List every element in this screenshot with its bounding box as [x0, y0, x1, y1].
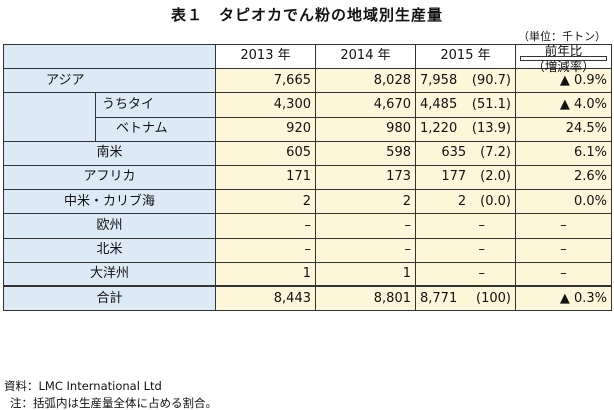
value-2015: 635: [441, 145, 467, 161]
total-2015: 8,771: [420, 290, 458, 306]
value-2015: –: [415, 213, 516, 239]
region-name: ベトナム: [95, 116, 216, 142]
value-2013: –: [215, 237, 316, 263]
change-value: –: [515, 213, 612, 239]
header-2015: 2015 年: [415, 43, 516, 70]
value-2015-cell: 2 (0.0): [415, 189, 516, 215]
value-2015: 2: [457, 193, 467, 209]
change-value: ▲ 0.9%: [515, 68, 612, 94]
table-row: ベトナム 920 980 1,220 (13.9) 24.5%: [4, 116, 612, 142]
change-header-box: 前年比 （増減率）: [520, 43, 607, 74]
change-value: –: [515, 237, 612, 263]
table-row: 大洋州 1 1 – –: [3, 261, 612, 287]
change-value: 24.5%: [515, 116, 612, 142]
value-2013: 4,300: [215, 92, 316, 118]
change-value: –: [515, 261, 612, 287]
value-2013: –: [215, 213, 316, 239]
region-name: 中米・カリブ海: [3, 189, 216, 215]
value-2014: –: [315, 213, 416, 239]
value-2015: 4,485: [420, 96, 458, 112]
value-2015-cell: 635 (7.2): [415, 140, 516, 166]
total-2013: 8,443: [215, 285, 316, 312]
table-row: 南米 605 598 635 (7.2) 6.1%: [3, 140, 612, 166]
value-2015-cell: 7,958 (90.7): [415, 68, 516, 94]
production-table: 2013 年 2014 年 2015 年 前年比 （増減率） アジア 7,665…: [3, 43, 612, 312]
total-share-2015: (100): [476, 290, 511, 306]
total-row: 合計 8,443 8,801 8,771 (100) ▲ 0.3%: [3, 285, 612, 312]
share-2015: (51.1): [471, 96, 511, 112]
value-2015: 7,958: [420, 72, 458, 88]
table-row: うちタイ 4,300 4,670 4,485 (51.1) ▲ 4.0%: [3, 92, 612, 142]
value-2014: 4,670: [315, 92, 416, 118]
region-name: 大洋州: [3, 261, 216, 287]
value-2013: 1: [215, 261, 316, 287]
value-2015-cell: 1,220 (13.9): [415, 116, 516, 142]
region-name: 欧州: [3, 213, 216, 239]
value-2014: 1: [315, 261, 416, 287]
region-name: 南米: [3, 140, 216, 166]
region-name: アジア: [3, 68, 216, 94]
change-header-line1: 前年比: [544, 42, 583, 58]
source-note: 資料：LMC International Ltd: [4, 379, 162, 393]
table-row: 北米 – – – –: [3, 237, 612, 263]
value-2014: 980: [315, 116, 416, 142]
change-value: 2.6%: [515, 164, 612, 191]
unit-label: （単位：千トン）: [518, 30, 606, 43]
share-2015: (0.0): [480, 193, 511, 209]
header-region-cell: [3, 43, 216, 70]
change-value: ▲ 4.0%: [515, 92, 612, 118]
table-row: 中米・カリブ海 2 2 2 (0.0) 0.0%: [3, 189, 612, 215]
total-2014: 8,801: [315, 285, 416, 312]
share-2015: (13.9): [471, 121, 511, 136]
total-2015-cell: 8,771 (100): [415, 285, 516, 312]
change-value: 0.0%: [515, 189, 612, 215]
header-2013: 2013 年: [215, 43, 316, 70]
share-2015: (7.2): [480, 145, 511, 161]
value-2015-cell: 177 (2.0): [415, 164, 516, 191]
region-name: 北米: [3, 237, 216, 263]
value-2013: 920: [215, 116, 316, 142]
change-header-line2: （増減率）: [532, 58, 595, 74]
region-name: うちタイ: [95, 92, 216, 118]
region-name: アフリカ: [3, 164, 216, 191]
share-2015: (90.7): [471, 72, 511, 88]
value-2013: 171: [215, 164, 316, 191]
value-2015: 1,220: [420, 121, 458, 136]
indent-cell: [3, 92, 96, 142]
total-change: ▲ 0.3%: [515, 285, 612, 312]
header-row: 2013 年 2014 年 2015 年 前年比 （増減率）: [3, 43, 612, 74]
header-change: 前年比 （増減率）: [515, 43, 612, 74]
value-2015-cell: 4,485 (51.1): [415, 92, 516, 118]
total-label: 合計: [3, 285, 216, 312]
value-2015: –: [415, 237, 516, 263]
value-2014: 8,028: [315, 68, 416, 94]
value-2014: 598: [315, 140, 416, 166]
table-title: 表１ タピオカでん粉の地域別生産量: [170, 6, 443, 24]
header-2014: 2014 年: [315, 43, 416, 70]
table-row: 欧州 – – – –: [3, 213, 612, 239]
value-2013: 605: [215, 140, 316, 166]
value-2013: 2: [215, 189, 316, 215]
value-2013: 7,665: [215, 68, 316, 94]
table-row: アフリカ 171 173 177 (2.0) 2.6%: [3, 164, 612, 191]
value-2015: –: [415, 261, 516, 287]
value-2014: 173: [315, 164, 416, 191]
value-2014: –: [315, 237, 416, 263]
table-row: アジア 7,665 8,028 7,958 (90.7) ▲ 0.9%: [3, 68, 612, 94]
value-2015: 177: [441, 169, 467, 185]
footnote: 注：括弧内は生産量全体に占める割合。: [10, 396, 217, 410]
value-2014: 2: [315, 189, 416, 215]
change-value: 6.1%: [515, 140, 612, 166]
share-2015: (2.0): [480, 169, 511, 185]
